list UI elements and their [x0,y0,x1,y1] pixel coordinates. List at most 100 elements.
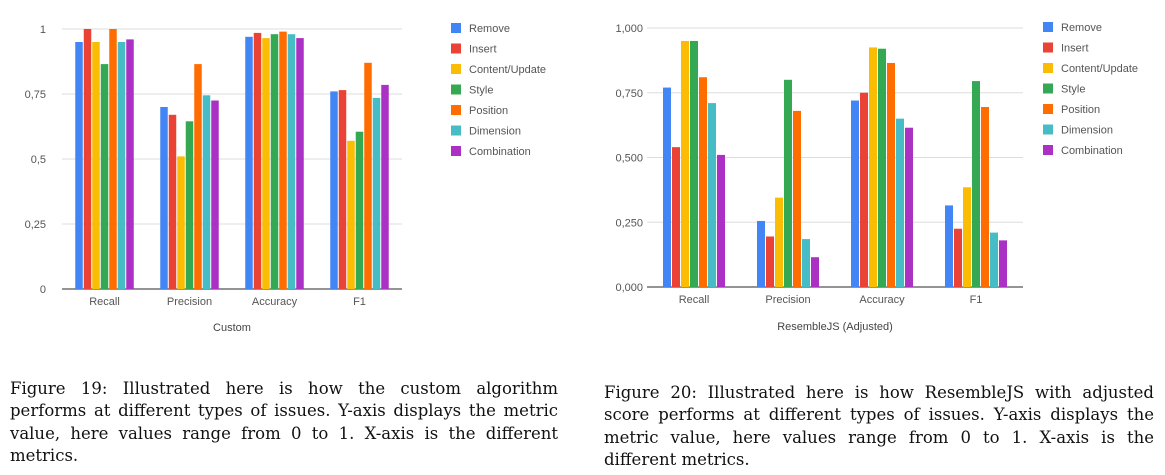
y-tick-label: 0,250 [615,217,643,229]
legend-swatch-insert [1043,42,1053,53]
x-tick-label: Accuracy [859,294,905,306]
y-tick-label: 1,000 [615,23,643,35]
bar-remove-accuracy [851,100,859,288]
legend-label-insert: Insert [1061,43,1089,55]
x-tick-label: Recall [679,294,710,306]
legend-label-content-update: Content/Update [1061,63,1138,75]
bar-position-recall [109,29,117,289]
bar-style-f1 [972,81,980,287]
x-tick-label: F1 [970,294,983,306]
legend-label-dimension: Dimension [469,126,521,138]
bar-position-accuracy [887,62,895,288]
legend-label-position: Position [1061,104,1100,116]
bar-position-recall [699,77,707,288]
legend-swatch-content-update [1043,63,1053,73]
bar-insert-recall [83,29,92,289]
bar-content-update-accuracy [869,47,877,287]
legend-swatch-style [451,84,461,95]
bar-insert-recall [672,147,680,287]
bar-insert-accuracy [253,32,262,290]
bar-style-precision [185,121,194,289]
legend-label-combination: Combination [1061,145,1123,157]
bar-content-update-accuracy [262,38,270,289]
x-tick-label: Precision [167,296,212,308]
figure-20-caption: Figure 20: Illustrated here is how Resem… [604,382,1154,470]
bar-insert-f1 [338,90,347,289]
y-tick-label: 0,25 [25,219,46,231]
legend-swatch-combination [1043,145,1053,155]
bar-position-f1 [981,106,989,288]
bar-remove-precision [757,220,765,287]
bar-combination-f1 [381,84,389,290]
legend-swatch-position [1043,104,1053,114]
legend-swatch-dimension [451,125,461,136]
bar-position-precision [194,64,202,289]
bar-style-precision [784,79,792,287]
y-tick-label: 0,000 [615,282,643,294]
bar-combination-accuracy [905,127,913,287]
bar-style-accuracy [878,48,886,287]
bar-dimension-f1 [372,97,381,290]
legend-swatch-combination [451,146,461,156]
legend-label-remove: Remove [1061,22,1102,34]
bar-style-recall [690,40,698,288]
y-tick-label: 0,5 [31,154,46,166]
x-tick-label: F1 [353,296,366,308]
bar-dimension-recall [117,42,126,289]
bar-combination-recall [126,39,134,290]
bar-position-accuracy [279,31,287,289]
y-tick-label: 0 [40,284,46,296]
bar-combination-recall [717,154,725,287]
bar-position-precision [793,110,801,287]
bar-style-recall [100,64,109,289]
bar-combination-precision [211,100,219,289]
x-axis-label: ResembleJS (Adjusted) [777,321,893,333]
bar-style-f1 [355,131,364,289]
legend-label-content-update: Content/Update [469,64,546,76]
figure-19-caption: Figure 19: Illustrated here is how the c… [10,378,558,466]
legend-swatch-style [1043,83,1053,94]
y-tick-label: 0,750 [615,88,643,100]
bar-dimension-recall [708,103,716,287]
x-tick-label: Recall [89,296,120,308]
legend-label-position: Position [469,105,508,117]
bar-style-accuracy [270,34,279,290]
x-tick-label: Precision [765,294,810,306]
legend-label-remove: Remove [469,23,510,35]
bar-content-update-precision [177,156,185,289]
bar-content-update-f1 [347,140,355,289]
legend-label-dimension: Dimension [1061,125,1113,137]
resemblejs-bar-chart: 0,000 0,250 0,500 0,750 1,000 Recall Precision… [615,22,1138,333]
bar-combination-f1 [999,240,1007,287]
y-tick-label: 1 [40,24,46,36]
bar-insert-accuracy [860,92,868,287]
bar-insert-precision [168,114,177,289]
bar-dimension-accuracy [287,34,296,290]
legend-swatch-insert [451,43,461,54]
legend-label-insert: Insert [469,44,497,56]
bar-content-update-precision [775,197,783,287]
bar-dimension-accuracy [896,118,904,288]
y-tick-label: 0,75 [25,89,46,101]
legend-label-style: Style [469,85,493,97]
legend-label-style: Style [1061,84,1085,96]
bar-remove-recall [75,42,83,289]
x-tick-label: Accuracy [252,296,298,308]
bar-remove-f1 [945,205,953,287]
legend-swatch-remove [451,23,461,33]
bar-content-update-recall [92,42,100,289]
legend-swatch-dimension [1043,124,1053,135]
bar-remove-recall [663,87,671,287]
bar-content-update-recall [681,40,689,288]
bar-dimension-f1 [990,232,998,287]
bar-insert-f1 [954,228,962,287]
bar-remove-f1 [330,91,338,290]
bar-content-update-f1 [963,187,971,287]
bar-remove-accuracy [245,36,253,289]
bar-remove-precision [160,107,168,289]
custom-bar-chart: 0 0,25 0,5 0,75 1 Recall Precision Accuracy F1 Cu… [25,23,546,334]
bar-position-f1 [364,62,372,289]
legend-label-combination: Combination [469,146,531,158]
legend-swatch-content-update [451,64,461,74]
legend-swatch-position [451,105,461,115]
